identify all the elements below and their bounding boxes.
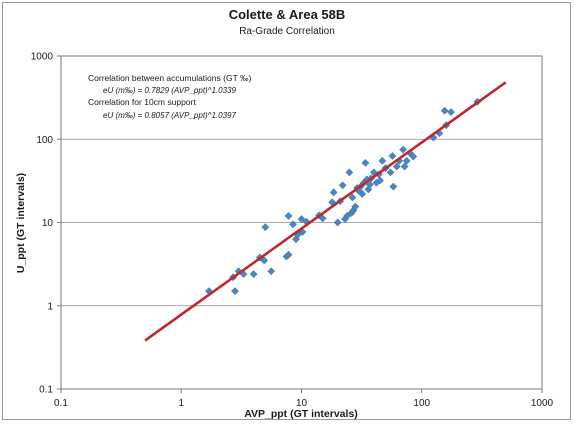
annotation-line-4: eU (m‰) = 0.8057 (AVP_ppt)^1.0397: [103, 111, 236, 120]
chart-subtitle: Ra-Grade Correlation: [239, 26, 335, 37]
data-point: [260, 256, 269, 265]
data-point: [358, 190, 367, 198]
data-point: [333, 218, 342, 227]
data-point: [386, 168, 395, 177]
data-point: [345, 168, 354, 177]
data-point: [409, 152, 418, 161]
y-axis-label: U_ppt (GT intervals): [15, 173, 27, 273]
y-tick-label: 1000: [31, 52, 54, 63]
data-point: [284, 211, 293, 220]
data-point: [392, 162, 401, 171]
data-point: [365, 180, 374, 189]
y-tick-label: 0.1: [39, 385, 53, 396]
annotation-line-1: Correlation between accumulations (GT ‰): [88, 73, 251, 83]
annotation-block: Correlation between accumulations (GT ‰)…: [88, 73, 251, 120]
data-point: [261, 223, 270, 232]
x-tick-label: 10: [296, 398, 308, 409]
data-point: [361, 158, 370, 167]
data-point: [400, 162, 409, 171]
annotation-line-2: eU (m‰) = 0.7829 (AVP_ppt)^1.0339: [103, 86, 236, 95]
tick-marks: [57, 55, 543, 393]
data-point: [297, 215, 306, 224]
data-point: [338, 181, 347, 190]
data-point: [329, 188, 338, 197]
chart-frame: [2, 2, 571, 420]
x-tick-labels: 0.1 1 10 100 1000: [54, 398, 554, 409]
y-tick-labels: 0.1 1 10 100 1000: [31, 52, 54, 396]
data-point: [318, 214, 327, 223]
data-point: [249, 270, 258, 279]
data-point: [440, 106, 449, 115]
x-axis-label: AVP_ppt (GT intervals): [244, 408, 358, 420]
scatter-points: [205, 97, 482, 296]
data-point: [376, 176, 385, 185]
x-tick-label: 1000: [531, 398, 554, 409]
data-point: [388, 152, 397, 160]
data-point: [351, 202, 360, 211]
data-point: [402, 156, 411, 165]
y-tick-label: 10: [42, 218, 54, 229]
y-tick-label: 100: [36, 135, 53, 146]
x-tick-label: 100: [413, 398, 430, 409]
x-tick-label: 1: [178, 398, 184, 409]
data-point: [267, 267, 276, 276]
data-point: [231, 287, 239, 296]
data-point: [378, 156, 387, 165]
data-point: [364, 185, 373, 194]
y-tick-label: 1: [47, 301, 53, 312]
data-point: [399, 145, 408, 154]
chart-title: Colette & Area 58B: [229, 7, 346, 22]
data-point: [389, 182, 398, 191]
data-point: [348, 193, 357, 202]
data-point: [289, 220, 297, 229]
annotation-line-3: Correlation for 10cm support: [88, 97, 196, 107]
data-point: [284, 250, 293, 259]
x-tick-label: 0.1: [54, 398, 68, 409]
data-point: [447, 108, 455, 117]
fit-line: [144, 81, 507, 342]
